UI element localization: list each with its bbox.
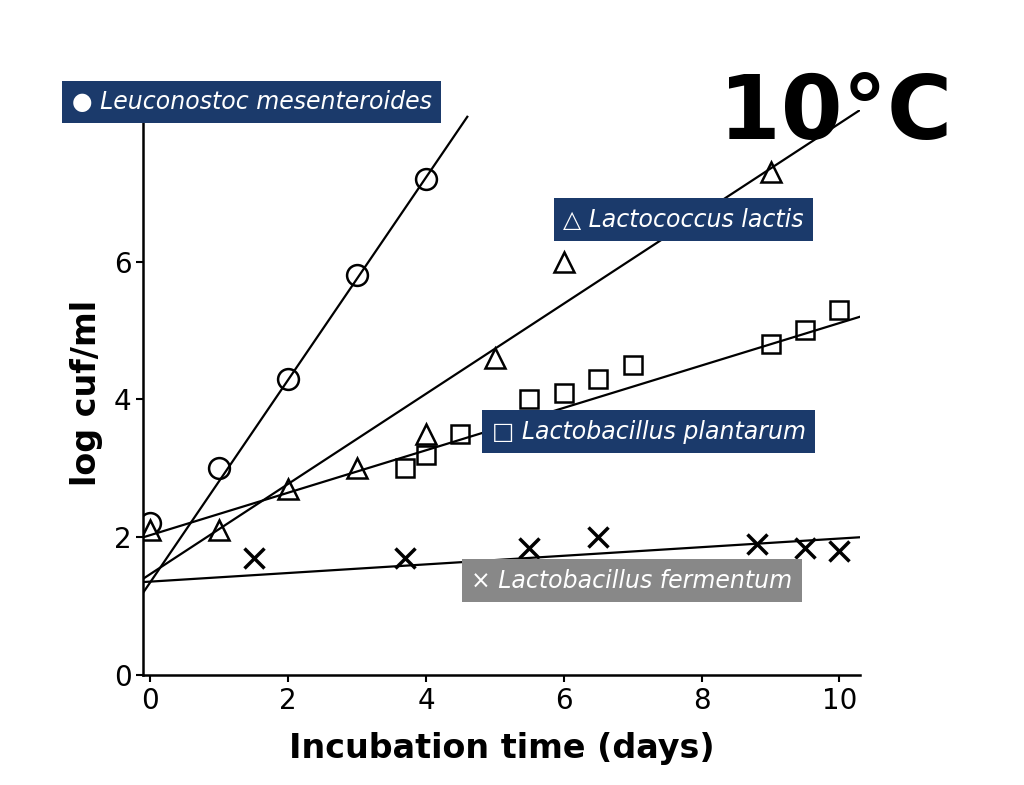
Y-axis label: log cuf/ml: log cuf/ml bbox=[70, 299, 102, 486]
Text: × Lactobacillus fermentum: × Lactobacillus fermentum bbox=[471, 569, 793, 593]
Text: ● Leuconostoc mesenteroides: ● Leuconostoc mesenteroides bbox=[72, 90, 431, 114]
Text: 10°C: 10°C bbox=[719, 71, 952, 158]
Text: △ Lactococcus lactis: △ Lactococcus lactis bbox=[563, 208, 804, 232]
X-axis label: Incubation time (days): Incubation time (days) bbox=[289, 732, 715, 765]
Text: □ Lactobacillus plantarum: □ Lactobacillus plantarum bbox=[492, 420, 806, 444]
